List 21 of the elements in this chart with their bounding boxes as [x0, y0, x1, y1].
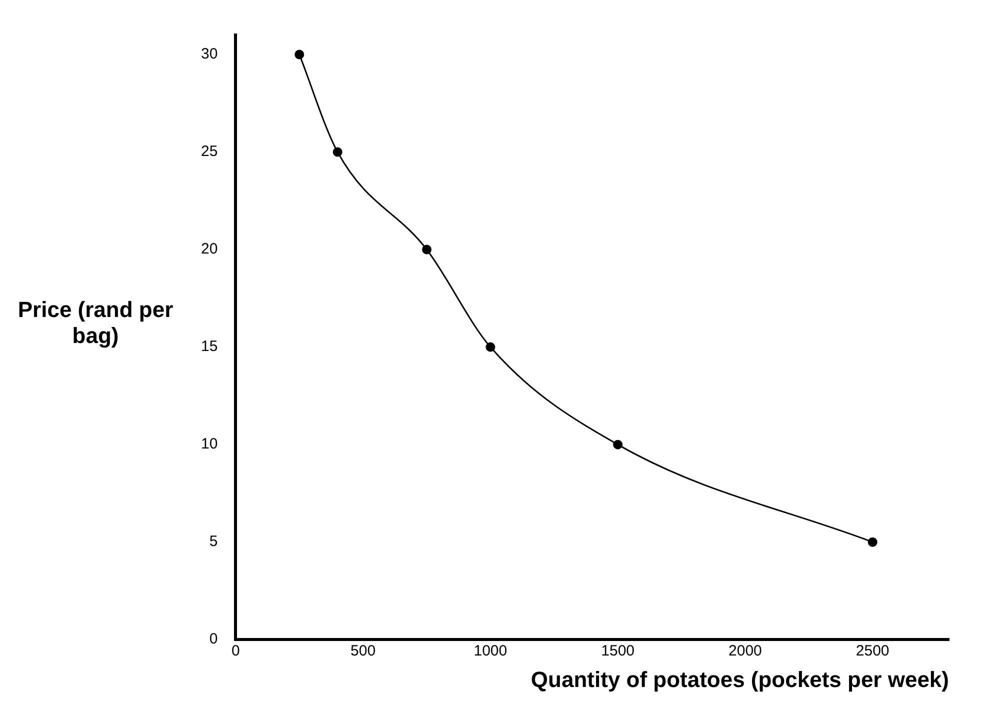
- point: [868, 537, 878, 547]
- y-tick-label: 15: [200, 338, 218, 356]
- y-tick-label: 5: [209, 533, 218, 550]
- y-tick-label: 25: [200, 143, 218, 160]
- x-axis-title: Quantity of potatoes (pockets per week): [530, 666, 949, 692]
- point: [613, 440, 623, 450]
- x-tick-label: 0: [232, 642, 240, 660]
- point: [332, 147, 342, 157]
- y-tick-label: 20: [200, 240, 218, 258]
- y-tick-label: 0: [209, 630, 218, 648]
- point: [422, 244, 432, 254]
- y-axis-title: Price (rand per bag): [16, 297, 174, 350]
- y-tick-label: 30: [200, 46, 218, 63]
- x-tick-label: 1500: [601, 642, 635, 660]
- y-tick-label: 10: [200, 436, 218, 453]
- x-tick-label: 2000: [728, 642, 762, 660]
- point: [294, 50, 304, 60]
- x-tick-label: 1000: [474, 642, 508, 660]
- x-tick-label: 2500: [856, 642, 890, 660]
- point: [486, 342, 496, 352]
- x-tick-label: 500: [350, 642, 376, 660]
